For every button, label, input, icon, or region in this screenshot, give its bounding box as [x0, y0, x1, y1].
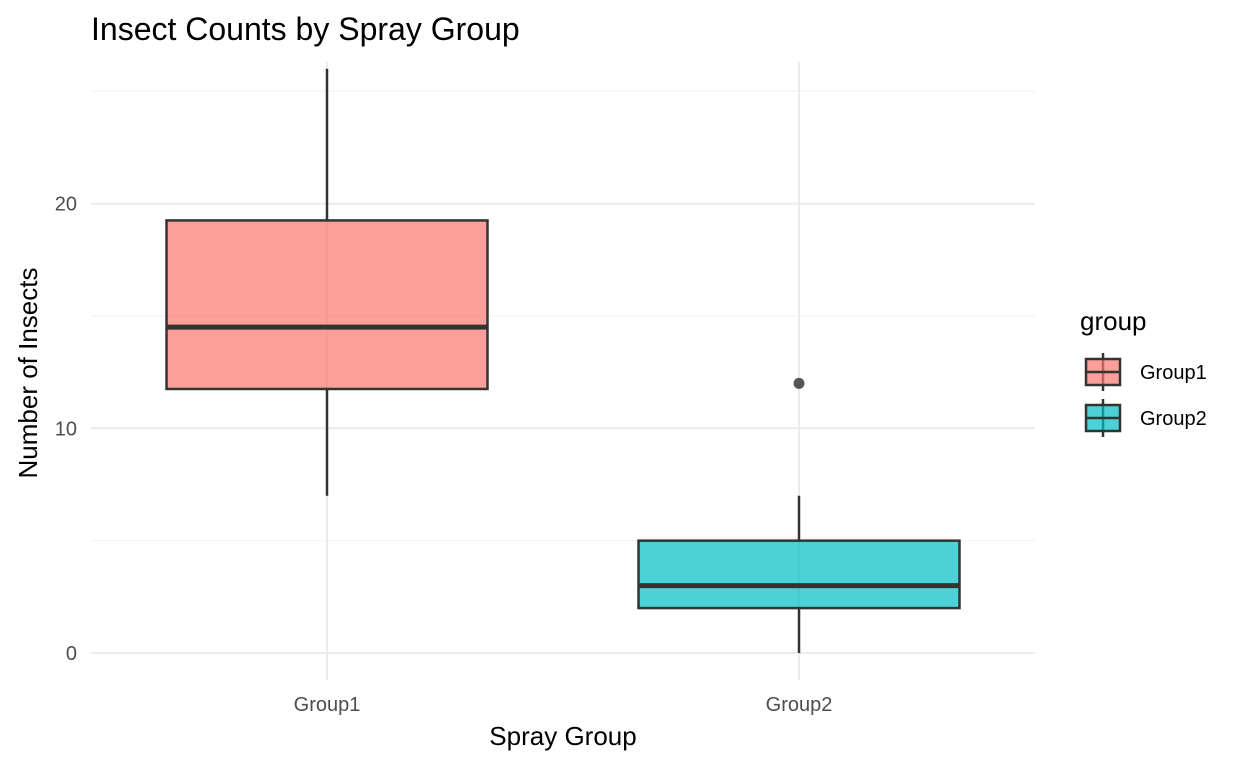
box-iqr: [637, 539, 961, 610]
legend-label: Group2: [1140, 408, 1207, 430]
boxes: [165, 68, 961, 654]
y-tick-label: 10: [55, 418, 77, 440]
legend: group Group1 Group2: [1080, 306, 1207, 437]
y-axis-title: Number of Insects: [13, 268, 43, 479]
y-tick-label: 20: [55, 194, 77, 216]
box-group1: [165, 68, 489, 496]
legend-item-group1: Group1: [1084, 353, 1207, 391]
y-axis-ticks: 0 10 20: [55, 194, 77, 665]
box-group2: [637, 377, 961, 654]
legend-title: group: [1080, 306, 1147, 336]
x-tick-label: Group2: [766, 694, 833, 716]
x-tick-label: Group1: [294, 694, 361, 716]
x-axis-ticks: Group1 Group2: [294, 694, 833, 716]
legend-label: Group1: [1140, 362, 1207, 384]
outlier-point: [793, 377, 805, 389]
legend-item-group2: Group2: [1084, 399, 1207, 437]
chart-title: Insect Counts by Spray Group: [91, 11, 520, 47]
x-axis-title: Spray Group: [489, 721, 636, 751]
box-iqr: [165, 219, 489, 391]
y-tick-label: 0: [66, 643, 77, 665]
